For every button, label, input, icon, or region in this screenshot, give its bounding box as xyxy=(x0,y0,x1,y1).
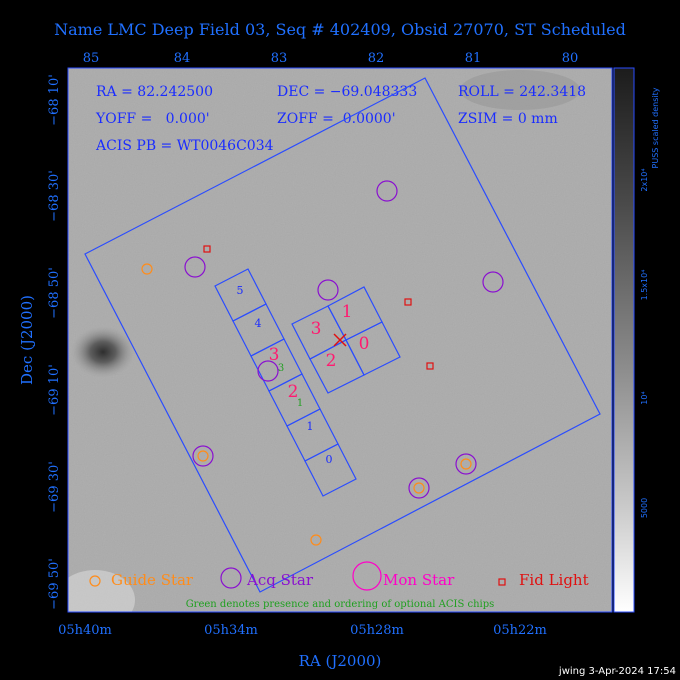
legend: Guide Star Acq Star Mon Star Fid Light G… xyxy=(89,561,589,610)
plot-frame xyxy=(67,67,613,613)
top-tick-label: 84 xyxy=(174,51,191,66)
aimpoint-marker xyxy=(333,333,347,347)
guide-star xyxy=(310,534,322,546)
optional-chips-note: Green denotes presence and ordering of o… xyxy=(186,599,495,610)
info-acis: ACIS PB = WT0046C034 xyxy=(95,138,274,154)
info-zsim: ZSIM = 0 mm xyxy=(458,111,558,127)
acq-star xyxy=(455,453,477,475)
guide-stars xyxy=(141,263,472,546)
acq-stars xyxy=(184,180,504,499)
acq-star-legend-icon xyxy=(220,567,242,589)
acq-star xyxy=(184,256,206,278)
colorbar-label: PUSS scaled density xyxy=(651,87,660,168)
chip-number: 4 xyxy=(255,317,262,330)
top-tick-label: 83 xyxy=(271,51,288,66)
bottom-axis: 05h40m 05h34m 05h28m 05h22m xyxy=(58,623,547,638)
y-axis-label: Dec (J2000) xyxy=(18,295,36,385)
top-tick-label: 81 xyxy=(465,51,482,66)
guide-star xyxy=(141,263,153,275)
guide-star xyxy=(197,450,209,462)
plot-title: Name LMC Deep Field 03, Seq # 402409, Ob… xyxy=(54,20,626,39)
colorbar-tick: 1.5x10⁴ xyxy=(640,270,649,301)
legend-mon-label: Mon Star xyxy=(383,571,455,589)
x-axis-label: RA (J2000) xyxy=(299,652,382,670)
acis-i-chip xyxy=(345,321,401,376)
fid-light xyxy=(203,245,211,253)
chip-number: 1 xyxy=(307,420,314,433)
chip-number: 2 xyxy=(288,382,299,402)
info-roll: ROLL = 242.3418 xyxy=(458,84,586,100)
chip-number: 5 xyxy=(237,284,244,297)
top-axis: 85 84 83 82 81 80 xyxy=(83,51,579,66)
bottom-tick-label: 05h40m xyxy=(58,623,112,638)
fid-light-legend-icon xyxy=(498,578,506,586)
left-tick-label: −68 30' xyxy=(47,170,62,222)
info-panel: RA = 82.242500 DEC = −69.048333 ROLL = 2… xyxy=(95,84,586,154)
fid-light xyxy=(404,298,412,306)
info-yoff: YOFF = 0.000' xyxy=(95,111,210,127)
legend-acq-label: Acq Star xyxy=(246,571,314,589)
acq-star xyxy=(376,180,398,202)
legend-guide-label: Guide Star xyxy=(111,571,194,589)
top-tick-label: 82 xyxy=(368,51,385,66)
field-of-view-box xyxy=(84,77,601,593)
left-tick-label: −69 50' xyxy=(47,558,62,610)
optional-chip-labels: 3 1 xyxy=(278,363,303,409)
legend-fid-label: Fid Light xyxy=(519,571,589,589)
left-tick-label: −69 30' xyxy=(47,461,62,513)
acq-star xyxy=(408,477,430,499)
fid-light xyxy=(426,362,434,370)
fid-lights xyxy=(203,245,434,370)
bottom-tick-label: 05h34m xyxy=(204,623,258,638)
acis-s-chip xyxy=(304,443,357,497)
guide-star-legend-icon xyxy=(89,575,101,587)
optional-chip-number: 3 xyxy=(278,363,284,374)
colorbar: 2x10⁴ 1.5x10⁴ 10⁴ 5000 PUSS scaled densi… xyxy=(613,67,660,613)
colorbar-tick: 10⁴ xyxy=(640,391,649,404)
acq-star xyxy=(257,360,279,382)
footer-timestamp: jwing 3-Apr-2024 17:54 xyxy=(558,666,676,677)
bottom-tick-label: 05h28m xyxy=(350,623,404,638)
colorbar-tick: 2x10⁴ xyxy=(640,168,649,191)
top-tick-label: 85 xyxy=(83,51,100,66)
acq-star xyxy=(482,271,504,293)
colorbar-tick: 5000 xyxy=(640,498,649,518)
acis-s-highlight-labels: 3 2 xyxy=(269,345,299,402)
left-tick-label: −68 50' xyxy=(47,267,62,319)
chip-number: 3 xyxy=(311,319,322,339)
top-tick-label: 80 xyxy=(562,51,579,66)
chip-number: 2 xyxy=(326,351,337,371)
left-axis: −68 10' −68 30' −68 50' −69 10' −69 30' … xyxy=(47,74,62,610)
acis-i-array xyxy=(291,286,401,394)
chip-number: 3 xyxy=(269,345,280,365)
info-zoff: ZOFF = 0.0000' xyxy=(277,111,396,127)
info-dec: DEC = −69.048333 xyxy=(277,84,417,100)
mon-star-legend-icon xyxy=(352,561,382,591)
left-tick-label: −69 10' xyxy=(47,364,62,416)
acq-star xyxy=(192,445,214,467)
acis-i-labels: 3 1 2 0 xyxy=(311,302,370,371)
chip-number: 0 xyxy=(359,334,370,354)
bottom-tick-label: 05h22m xyxy=(493,623,547,638)
guide-star xyxy=(460,458,472,470)
acis-s-labels: 5 4 1 0 xyxy=(237,284,333,466)
acq-star xyxy=(317,279,339,301)
info-ra: RA = 82.242500 xyxy=(96,84,213,100)
optional-chip-number: 1 xyxy=(297,398,303,409)
chip-number: 1 xyxy=(342,302,353,322)
left-tick-label: −68 10' xyxy=(47,74,62,126)
guide-star xyxy=(413,482,425,494)
colorbar-scale xyxy=(613,67,635,613)
chip-number: 0 xyxy=(326,453,333,466)
